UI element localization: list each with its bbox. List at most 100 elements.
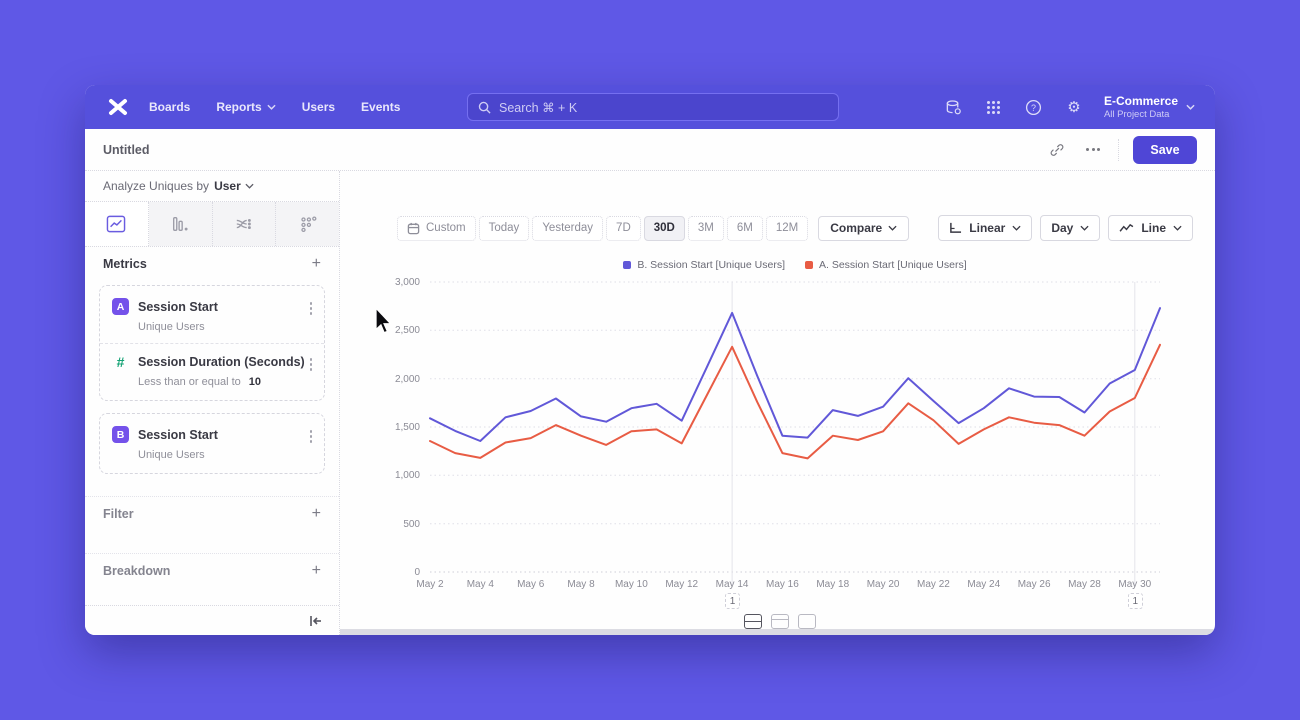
metric-badge-a: A: [112, 298, 129, 315]
collapse-sidebar-icon[interactable]: [309, 615, 323, 627]
metric-menu-icon[interactable]: [308, 356, 315, 373]
range-6m-button[interactable]: 6M: [726, 215, 763, 241]
compare-dropdown[interactable]: Compare: [818, 215, 910, 241]
range-custom-button[interactable]: Custom: [397, 215, 476, 241]
annotation-badge[interactable]: 1: [1127, 593, 1143, 609]
data-management-icon[interactable]: [944, 97, 964, 117]
compare-label: Compare: [830, 221, 883, 235]
add-metric-button[interactable]: +: [311, 255, 321, 272]
numeric-property-icon: #: [116, 354, 125, 370]
tab-retention[interactable]: [276, 202, 339, 246]
chart-controls: Custom Today Yesterday 7D 30D 3M 6M 12M …: [340, 215, 1215, 241]
x-axis-label: May 14: [715, 579, 749, 590]
flows-icon: [236, 218, 251, 230]
chevron-down-icon: [1173, 225, 1182, 231]
metric-name: Session Start: [138, 427, 218, 442]
range-12m-button[interactable]: 12M: [765, 215, 809, 241]
metric-name: Session Duration (Seconds): [138, 355, 305, 369]
range-today-button[interactable]: Today: [478, 215, 530, 241]
save-button[interactable]: Save: [1133, 135, 1197, 164]
apps-grid-icon[interactable]: [984, 97, 1004, 117]
x-axis-label: May 8: [567, 579, 595, 590]
legend-item[interactable]: A. Session Start [Unique Users]: [805, 259, 967, 271]
x-axis-label: May 16: [766, 579, 799, 590]
divider: [1118, 138, 1119, 161]
y-axis-label: 2,500: [394, 325, 420, 337]
report-title[interactable]: Untitled: [103, 142, 150, 157]
share-link-icon[interactable]: [1046, 139, 1068, 161]
layout-chart-table-icon[interactable]: [744, 614, 762, 629]
metric-row-b[interactable]: B Session Start Unique Users: [100, 416, 324, 471]
interval-dropdown[interactable]: Day: [1040, 215, 1101, 241]
x-axis-label: May 26: [1017, 579, 1051, 590]
chart-canvas[interactable]: [429, 281, 1161, 586]
line-chart: 0 500 1,000 1,500 2,000 2,500 3,000 May 2 May 4 M…: [395, 277, 1161, 609]
query-sidebar: Analyze Uniques by User: [85, 171, 340, 635]
metric-menu-icon[interactable]: [308, 428, 315, 445]
svg-text:?: ?: [1031, 102, 1036, 112]
analyze-by-dropdown[interactable]: User: [214, 179, 254, 193]
nav-users[interactable]: Users: [301, 100, 336, 114]
metric-badge-b: B: [112, 426, 129, 443]
metric-group-card: A Session Start Unique Users # Session D…: [99, 285, 325, 401]
line-type-icon: [1119, 223, 1134, 232]
y-axis-label: 500: [403, 518, 420, 530]
search-input[interactable]: Search ⌘ + K: [467, 93, 839, 121]
y-axis-label: 1,000: [394, 470, 420, 482]
condition-label: Less than or equal to: [138, 376, 241, 388]
chart-area: Custom Today Yesterday 7D 30D 3M 6M 12M …: [340, 171, 1215, 635]
metric-row-duration[interactable]: # Session Duration (Seconds) Less than o…: [100, 343, 324, 398]
nav-events[interactable]: Events: [361, 100, 401, 114]
chevron-down-icon: [245, 183, 254, 189]
chart-type-dropdown[interactable]: Line: [1108, 215, 1193, 241]
tab-flows[interactable]: [212, 202, 277, 246]
bar-chart-icon: [173, 217, 188, 231]
main-nav: Boards Reports Users Events: [149, 100, 400, 114]
x-axis-label: May 24: [967, 579, 1001, 590]
metric-card-b: B Session Start Unique Users: [99, 413, 325, 474]
legend-label: A. Session Start [Unique Users]: [819, 259, 967, 271]
axis-scale-icon: [950, 222, 962, 233]
y-axis-label: 0: [414, 567, 420, 578]
annotation-badge[interactable]: 1: [725, 593, 741, 609]
view-layout-toggles: [744, 614, 816, 629]
metric-menu-icon[interactable]: [308, 300, 315, 317]
y-axis-label: 2,000: [394, 373, 420, 385]
x-axis-label: May 4: [466, 579, 494, 590]
metric-condition[interactable]: Less than or equal to 10: [138, 376, 312, 388]
series-line[interactable]: [429, 307, 1161, 442]
condition-value[interactable]: 10: [248, 376, 261, 388]
add-filter-button[interactable]: +: [311, 505, 321, 522]
scale-dropdown[interactable]: Linear: [938, 215, 1033, 241]
metric-subtitle[interactable]: Unique Users: [138, 449, 205, 461]
nav-reports-label: Reports: [216, 100, 262, 114]
add-breakdown-button[interactable]: +: [311, 562, 321, 579]
range-7d-button[interactable]: 7D: [606, 215, 641, 241]
metric-subtitle[interactable]: Unique Users: [138, 321, 205, 333]
metric-row-a[interactable]: A Session Start Unique Users: [100, 288, 324, 343]
help-icon[interactable]: ?: [1024, 97, 1044, 117]
nav-reports[interactable]: Reports: [216, 100, 276, 114]
chart-type-value: Line: [1141, 221, 1166, 235]
nav-boards[interactable]: Boards: [149, 100, 191, 114]
horizontal-scrollbar[interactable]: [340, 629, 1215, 635]
project-selector[interactable]: E-Commerce All Project Data: [1104, 94, 1195, 120]
more-options-icon[interactable]: [1082, 139, 1104, 161]
range-3m-button[interactable]: 3M: [687, 215, 724, 241]
mixpanel-logo-icon[interactable]: [105, 96, 131, 118]
x-axis-label: May 2: [416, 579, 444, 590]
series-line[interactable]: [429, 343, 1161, 460]
layout-chart-only-icon[interactable]: [798, 614, 816, 629]
legend-item[interactable]: B. Session Start [Unique Users]: [623, 259, 785, 271]
tab-insights[interactable]: [85, 202, 149, 246]
calendar-icon: [407, 222, 420, 234]
x-axis-label: May 20: [866, 579, 900, 590]
x-axis-label: May 10: [614, 579, 648, 590]
layout-chart-header-icon[interactable]: [771, 614, 789, 629]
range-30d-button[interactable]: 30D: [643, 215, 685, 241]
tab-funnels[interactable]: [148, 202, 213, 246]
range-yesterday-button[interactable]: Yesterday: [532, 215, 604, 241]
settings-gear-icon[interactable]: ⚙: [1067, 99, 1081, 116]
report-title-bar: Untitled Save: [85, 129, 1215, 171]
